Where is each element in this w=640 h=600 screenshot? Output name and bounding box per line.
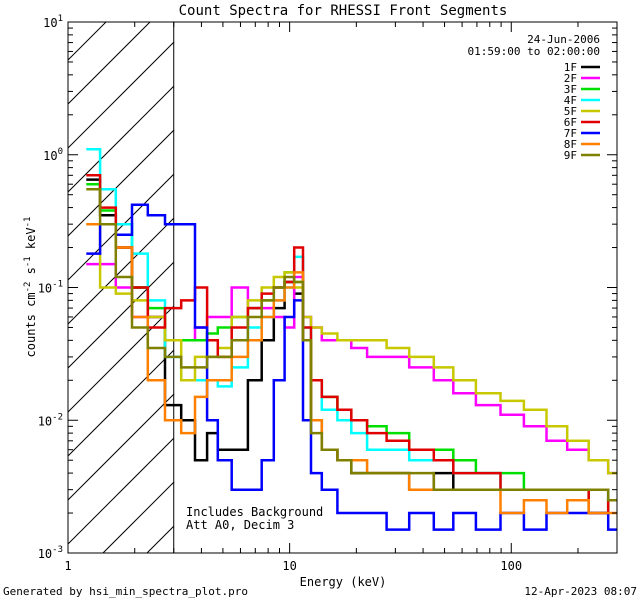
hatched-region	[67, 21, 175, 554]
hatch-line	[67, 437, 175, 545]
chart-title: Count Spectra for RHESSI Front Segments	[179, 3, 508, 19]
hatch-line	[67, 173, 175, 281]
series-lines	[86, 148, 617, 531]
y-tick-label: 10-1	[38, 280, 63, 296]
hatch-line	[67, 129, 175, 237]
hatch-line	[67, 21, 151, 105]
hatch-line	[67, 85, 175, 193]
y-tick-label: 10-2	[38, 412, 63, 428]
footer-timestamp: 12-Apr-2023 08:07	[524, 585, 637, 598]
y-tick-label: 100	[43, 147, 63, 163]
legend-label: 3F	[564, 83, 577, 96]
axes: 1 10 100 10-3 10-2 10-1 100 101	[38, 14, 618, 573]
legend-label: 5F	[564, 105, 577, 118]
series-line-9f	[86, 187, 617, 502]
hatch-line	[67, 21, 107, 61]
hatch-line	[67, 217, 175, 325]
legend-header: 24-Jun-2006	[527, 33, 600, 46]
hatch-line	[102, 481, 175, 554]
series-line-6f	[86, 174, 617, 515]
legend-label: 9F	[564, 149, 577, 162]
y-axis-label: counts cm-2 s-1 keV-1	[23, 217, 38, 358]
x-tick-label: 1	[64, 559, 71, 573]
x-tick-label: 100	[500, 559, 522, 573]
hatch-line	[67, 261, 175, 369]
y-tick-label: 101	[43, 14, 63, 30]
legend-label: 7F	[564, 127, 577, 140]
annotation-attenuator: Att A0, Decim 3	[186, 518, 294, 532]
plot-frame	[67, 21, 618, 554]
hatch-line	[67, 349, 175, 457]
x-axis-label: Energy (keV)	[300, 575, 387, 589]
hatch-line	[67, 305, 175, 413]
series-line-7f	[86, 203, 617, 531]
legend-label: 4F	[564, 94, 577, 107]
legend-header: 01:59:00 to 02:00:00	[468, 45, 600, 58]
hatch-line	[67, 41, 175, 149]
hatch-line	[67, 393, 175, 501]
legend-label: 2F	[564, 72, 577, 85]
x-tick-label: 10	[282, 559, 296, 573]
series-line-8f	[86, 222, 617, 515]
footer-generated-by: Generated by hsi_min_spectra_plot.pro	[3, 585, 248, 598]
legend-label: 6F	[564, 116, 577, 129]
hatch-line	[146, 525, 175, 554]
y-tick-label: 10-3	[38, 545, 63, 561]
annotation-background: Includes Background	[186, 505, 323, 519]
legend-label: 8F	[564, 138, 577, 151]
legend-label: 1F	[564, 61, 577, 74]
